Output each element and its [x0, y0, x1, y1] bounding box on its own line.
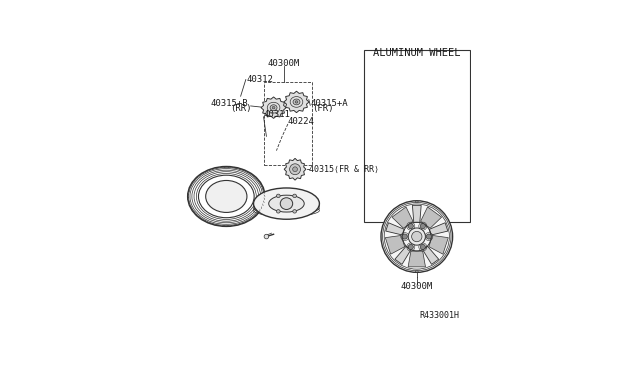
Circle shape [420, 224, 426, 229]
Polygon shape [284, 158, 306, 180]
Ellipse shape [292, 194, 296, 198]
Polygon shape [385, 235, 404, 254]
Polygon shape [422, 246, 438, 264]
Circle shape [408, 244, 413, 250]
Circle shape [292, 167, 298, 171]
Ellipse shape [253, 188, 319, 219]
Polygon shape [429, 235, 448, 254]
Polygon shape [392, 207, 413, 228]
Circle shape [264, 234, 269, 239]
Text: 40312: 40312 [246, 75, 273, 84]
Text: 40300M: 40300M [401, 282, 433, 291]
Text: 40315+B: 40315+B [210, 99, 248, 108]
Ellipse shape [276, 194, 280, 198]
Circle shape [426, 234, 431, 239]
Ellipse shape [415, 270, 418, 272]
Ellipse shape [280, 198, 292, 209]
Polygon shape [420, 207, 442, 228]
Ellipse shape [269, 195, 304, 212]
Circle shape [420, 244, 426, 250]
Bar [364, 50, 470, 222]
Text: R433001H: R433001H [420, 311, 460, 320]
Ellipse shape [270, 105, 277, 110]
Bar [264, 82, 312, 165]
Polygon shape [386, 223, 404, 235]
Ellipse shape [295, 101, 298, 103]
Ellipse shape [205, 180, 247, 212]
Text: 40300M: 40300M [268, 59, 300, 68]
Polygon shape [412, 205, 421, 222]
Text: 40311: 40311 [264, 110, 291, 119]
Polygon shape [284, 91, 309, 113]
Text: 40315+A: 40315+A [311, 99, 348, 108]
Circle shape [408, 224, 413, 229]
Circle shape [408, 228, 426, 245]
Text: 40315⟨FR & RR⟩: 40315⟨FR & RR⟩ [309, 165, 380, 174]
Circle shape [402, 234, 407, 239]
Text: ALUMINUM WHEEL: ALUMINUM WHEEL [373, 48, 461, 58]
Text: (RR): (RR) [230, 104, 252, 113]
Circle shape [381, 201, 452, 272]
Text: (FR): (FR) [312, 104, 333, 113]
Ellipse shape [276, 210, 280, 213]
Ellipse shape [293, 99, 300, 105]
Text: 40224: 40224 [288, 118, 315, 126]
Ellipse shape [292, 210, 296, 213]
Circle shape [412, 231, 422, 242]
Polygon shape [408, 251, 426, 267]
Circle shape [290, 164, 301, 175]
Polygon shape [261, 97, 286, 118]
Ellipse shape [272, 106, 275, 109]
Ellipse shape [415, 201, 418, 203]
Polygon shape [395, 246, 411, 264]
Polygon shape [429, 223, 448, 235]
